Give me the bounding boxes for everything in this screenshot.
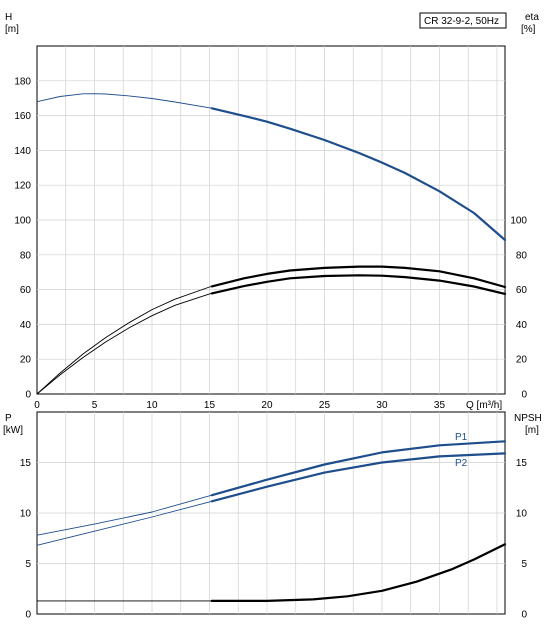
series-line-thin xyxy=(36,266,506,395)
y-axis-left-label-bottom: P xyxy=(5,413,12,424)
series-line-thick xyxy=(210,543,507,602)
y-tick-label-right: 40 xyxy=(516,320,528,331)
series-line-thin xyxy=(36,274,506,395)
y-tick-label-left: 10 xyxy=(20,509,32,520)
y-tick-label-left: 120 xyxy=(14,181,31,192)
x-tick-label: 35 xyxy=(434,400,446,411)
y-tick-label-left: 5 xyxy=(25,559,31,570)
series-line-thick xyxy=(210,107,507,242)
bottom-grid xyxy=(36,411,506,615)
y-tick-label-left: 140 xyxy=(14,146,31,157)
y-tick-label-right: 15 xyxy=(516,458,528,469)
series-line-thick xyxy=(210,274,507,295)
y-axis-right-label-top: eta xyxy=(525,12,539,23)
y-tick-label-left: 160 xyxy=(14,111,31,122)
y-tick-label-left: 15 xyxy=(20,458,32,469)
y-tick-label-left: 80 xyxy=(20,250,32,261)
y-tick-label-left: 0 xyxy=(25,610,31,621)
y-tick-label-right: 20 xyxy=(516,355,528,366)
series-label-p2: P2 xyxy=(455,458,468,469)
y-tick-label-right: 5 xyxy=(521,559,527,570)
x-tick-label: 25 xyxy=(319,400,331,411)
series-lines xyxy=(36,93,507,602)
series-line-thin xyxy=(36,452,506,546)
y-axis-left-unit-bottom: [kW] xyxy=(3,425,23,436)
y-tick-label-left: 100 xyxy=(14,216,31,227)
title-box xyxy=(419,12,507,29)
series-line-thick xyxy=(210,452,507,503)
y-axis-right-unit-top: [%] xyxy=(521,24,536,35)
y-tick-label-right: 100 xyxy=(510,216,527,227)
y-tick-label-right: 0 xyxy=(521,610,527,621)
x-tick-label: 30 xyxy=(376,400,388,411)
y-tick-label-right: 0 xyxy=(521,390,527,401)
series-line-thin xyxy=(37,543,506,602)
series-line-thin xyxy=(36,440,506,536)
y-tick-label-right: 60 xyxy=(516,285,528,296)
x-axis-label: Q [m³/h] xyxy=(466,400,502,411)
tick-labels: 0204060801001201401601800204060801000510… xyxy=(14,76,527,620)
series-line-thick xyxy=(210,440,507,497)
y-tick-label-left: 40 xyxy=(20,320,32,331)
y-tick-label-left: 60 xyxy=(20,285,32,296)
chart-title: CR 32-9-2, 50Hz xyxy=(424,16,499,27)
x-tick-label: 15 xyxy=(204,400,216,411)
y-axis-right-label-bottom: NPSH xyxy=(514,413,542,424)
y-tick-label-left: 180 xyxy=(14,76,31,87)
x-tick-label: 20 xyxy=(261,400,273,411)
y-axis-right-unit-bottom: [m] xyxy=(525,425,539,436)
y-axis-left-label-top: H xyxy=(5,12,12,23)
y-tick-label-right: 80 xyxy=(516,250,528,261)
x-tick-label: 10 xyxy=(146,400,158,411)
y-tick-label-left: 0 xyxy=(25,390,31,401)
top-grid xyxy=(36,45,506,395)
x-tick-label: 0 xyxy=(34,400,40,411)
series-label-p1: P1 xyxy=(455,432,468,443)
y-axis-left-unit-top: [m] xyxy=(5,24,19,35)
y-tick-label-left: 20 xyxy=(20,355,32,366)
series-line-thick xyxy=(210,265,507,289)
y-tick-label-right: 10 xyxy=(516,509,528,520)
x-tick-label: 5 xyxy=(92,400,98,411)
